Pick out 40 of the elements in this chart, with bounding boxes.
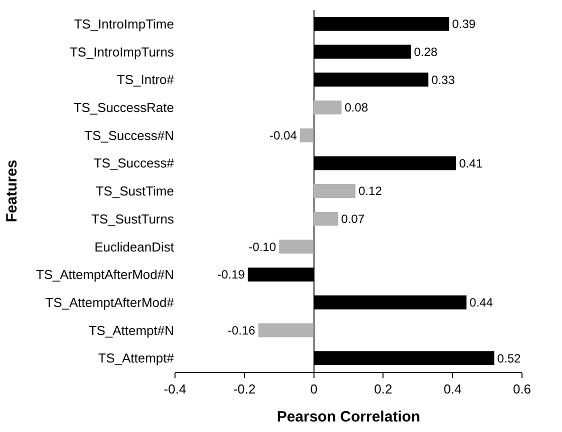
y-tick-label: TS_SuccessRate (74, 100, 174, 116)
bar (258, 323, 314, 338)
y-tick-label: TS_Success# (94, 156, 175, 171)
y-tick-label: EuclideanDist (94, 239, 174, 254)
bar (314, 184, 356, 198)
x-axis-title: Pearson Correlation (276, 408, 420, 426)
y-tick-label: TS_Success#N (84, 128, 174, 143)
data-label: -0.16 (228, 323, 256, 338)
y-tick-label: TS_SustTurns (91, 211, 174, 226)
bar (300, 128, 314, 142)
data-label: 0.07 (341, 212, 365, 226)
data-label: 0.39 (452, 17, 476, 32)
y-tick-label: TS_Intro# (116, 72, 175, 88)
x-tick-label: -0.2 (233, 382, 256, 397)
x-tick-label: 0.4 (444, 382, 462, 397)
x-tick-label: 0 (310, 382, 318, 397)
y-tick-label: TS_SustTime (96, 184, 174, 199)
data-label: 0.44 (469, 296, 494, 310)
x-tick-label: 0.6 (512, 382, 532, 397)
bar (314, 212, 338, 226)
data-label: -0.19 (217, 268, 246, 282)
data-label: 0.12 (358, 184, 382, 198)
x-tick-label: 0.2 (374, 382, 392, 397)
y-tick-label: TS_AttemptAfterMod# (45, 294, 175, 310)
y-tick-label: TS_AttemptAfterMod#N (36, 267, 174, 282)
y-tick-label: TS_IntroImpTime (74, 16, 174, 32)
bar (314, 100, 342, 114)
data-label: 0.28 (414, 44, 438, 59)
data-label: 0.52 (497, 351, 522, 366)
y-tick-label: TS_IntroImpTurns (70, 44, 174, 60)
bar (279, 240, 314, 254)
data-label: 0.41 (459, 156, 483, 170)
data-label: 0.33 (431, 72, 456, 87)
y-tick-label: TS_Attempt# (98, 350, 175, 366)
data-label: 0.08 (344, 100, 368, 115)
y-tick-label: TS_Attempt#N (88, 322, 174, 338)
data-label: -0.10 (248, 240, 276, 254)
y-axis-title: Features (3, 160, 20, 222)
data-label: -0.04 (269, 128, 298, 142)
x-tick-label: -0.4 (164, 382, 186, 397)
